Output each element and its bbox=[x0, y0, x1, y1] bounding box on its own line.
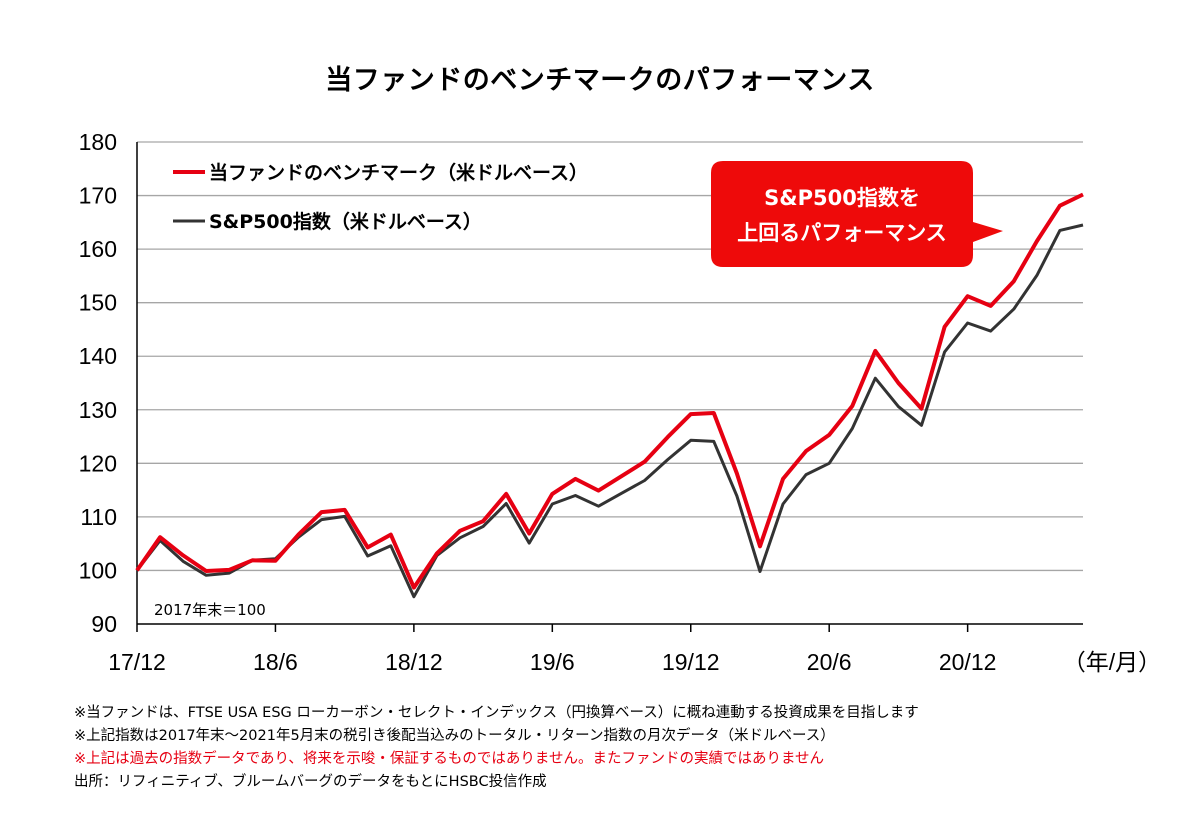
callout-line2: 上回るパフォーマンス bbox=[737, 221, 947, 245]
callout-line1: S&P500指数を bbox=[764, 186, 920, 210]
y-tick-label: 160 bbox=[79, 236, 117, 262]
footnote-2: ※上記指数は2017年末～2021年5月末の税引き後配当込みのトータル・リターン… bbox=[74, 728, 835, 744]
y-tick-label: 140 bbox=[79, 343, 117, 369]
footnote-1: ※当ファンドは、FTSE USA ESG ローカーボン・セレクト・インデックス（… bbox=[74, 705, 919, 721]
y-tick-label: 120 bbox=[79, 450, 117, 476]
legend-sp500-label: S&P500指数（米ドルベース） bbox=[209, 210, 482, 233]
y-tick-label: 100 bbox=[79, 557, 117, 583]
footnotes: ※当ファンドは、FTSE USA ESG ローカーボン・セレクト・インデックス（… bbox=[74, 702, 1174, 794]
fund-benchmark-line bbox=[135, 192, 1084, 590]
x-tick-label: 19/6 bbox=[530, 649, 575, 675]
y-tick-label: 180 bbox=[79, 129, 117, 155]
x-tick-label: 18/6 bbox=[253, 649, 298, 675]
y-tick-label: 110 bbox=[80, 504, 117, 530]
x-axis-unit-label: （年/月） bbox=[1063, 649, 1161, 675]
x-tick-label: 18/12 bbox=[385, 649, 443, 675]
footnote-disclaimer: ※上記は過去の指数データであり、将来を示唆・保証するものではありません。またファ… bbox=[74, 751, 825, 767]
x-tick-label: 19/12 bbox=[662, 649, 720, 675]
callout-bubble bbox=[711, 161, 1003, 267]
series-lines bbox=[135, 192, 1084, 599]
x-tick-labels: 17/12 18/6 18/12 19/6 19/12 20/6 20/12 bbox=[108, 649, 996, 675]
footnote-source: 出所：リフィニティブ、ブルームバーグのデータをもとにHSBC投信作成 bbox=[74, 774, 547, 790]
y-tick-label: 130 bbox=[79, 397, 117, 423]
x-tick-label: 17/12 bbox=[108, 649, 166, 675]
legend: 当ファンドのベンチマーク（米ドルベース） S&P500指数（米ドルベース） bbox=[173, 161, 588, 233]
y-tick-label: 170 bbox=[79, 183, 117, 209]
y-tick-label: 90 bbox=[91, 611, 117, 637]
sp500-line bbox=[135, 223, 1084, 599]
callout: S&P500指数を 上回るパフォーマンス bbox=[711, 161, 1003, 267]
base-value-note: 2017年末＝100 bbox=[154, 601, 266, 619]
legend-fund-label: 当ファンドのベンチマーク（米ドルベース） bbox=[209, 161, 588, 184]
y-tick-labels: 90 100 110 120 130 140 150 160 170 180 bbox=[79, 129, 117, 637]
x-tick-label: 20/12 bbox=[939, 649, 997, 675]
chart-title: 当ファンドのベンチマークのパフォーマンス bbox=[325, 65, 875, 96]
axes bbox=[136, 142, 1083, 632]
y-tick-label: 150 bbox=[79, 290, 117, 316]
x-tick-label: 20/6 bbox=[807, 649, 852, 675]
